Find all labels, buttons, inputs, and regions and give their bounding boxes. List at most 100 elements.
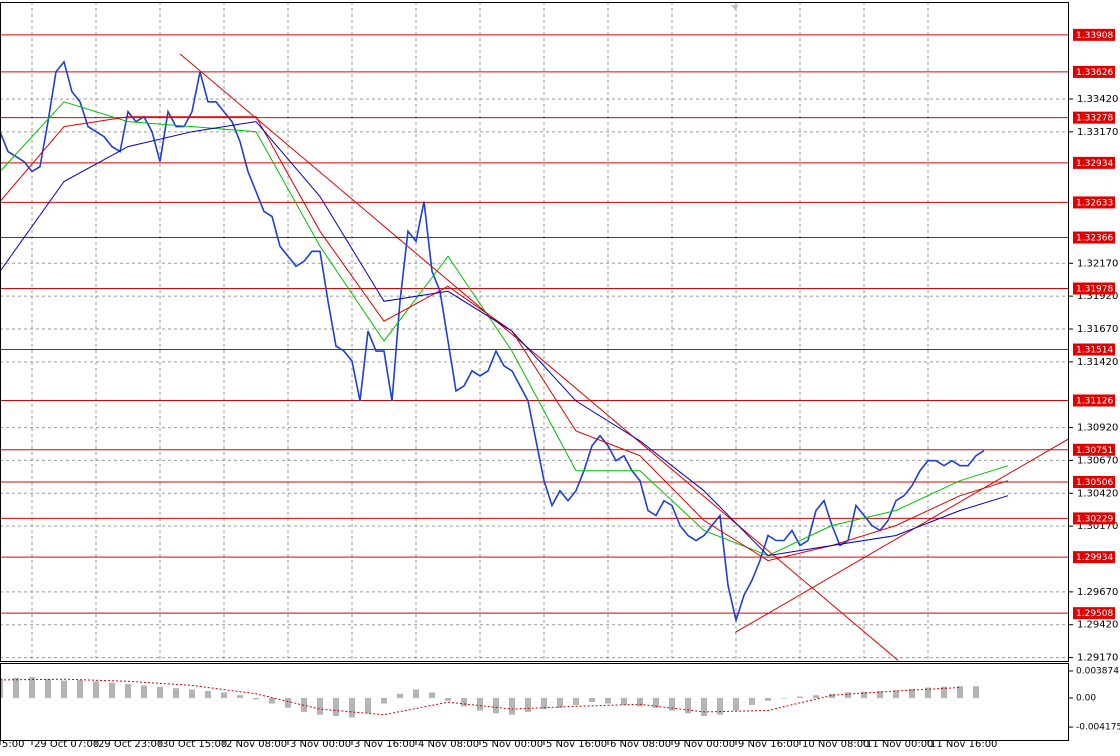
level-label: 1.31126: [1076, 397, 1113, 407]
x-tick-label: 5 Nov 00:00: [482, 739, 543, 750]
level-label-box: [1073, 551, 1115, 564]
histogram-bar: [973, 686, 979, 698]
histogram-bar: [77, 679, 83, 698]
histogram-bar: [701, 697, 707, 717]
y-tick-label: 1.30920: [1077, 423, 1118, 434]
y-tick-label: -0.004175: [1076, 723, 1120, 733]
level-label: 1.32633: [1076, 198, 1113, 208]
signal-line: [0, 678, 961, 716]
y-tick-label: 1.29170: [1077, 653, 1118, 664]
level-label-box: [1073, 475, 1115, 488]
level-label: 1.30229: [1076, 514, 1113, 524]
x-tick-label: 11 Nov 16:00: [930, 739, 997, 750]
histogram-bar: [429, 692, 435, 698]
level-label-box: [1073, 156, 1115, 169]
level-label-box: [1073, 394, 1115, 407]
histogram-bar: [509, 697, 515, 715]
y-tick-label: 1.31420: [1077, 357, 1118, 368]
histogram-bar: [813, 695, 819, 698]
level-label-box: [1073, 231, 1115, 244]
histogram-bar: [477, 697, 483, 711]
histogram-bar: [285, 697, 291, 708]
histogram-bar: [0, 678, 3, 698]
histogram-bar: [221, 692, 227, 698]
histogram-bar: [205, 691, 211, 698]
x-tick-label: 3 Nov 16:00: [354, 739, 415, 750]
y-tick-label: 1.30420: [1077, 488, 1118, 499]
level-label: 1.30506: [1076, 478, 1113, 488]
histogram-bar: [605, 697, 611, 704]
histogram-bar: [125, 684, 131, 698]
axes: 1.33420 1.33170 1.32170 1.31920 1.31670 1.314…: [0, 28, 1120, 750]
histogram-bar: [653, 697, 659, 708]
histogram-bar: [109, 682, 115, 698]
y-tick-label: 1.29420: [1077, 620, 1118, 631]
x-tick-label: 9 Nov 16:00: [738, 739, 799, 750]
y-tick-label: 1.33420: [1077, 94, 1118, 105]
level-label-box: [1073, 196, 1115, 209]
x-tick-label: 3 Nov 00:00: [290, 739, 351, 750]
x-tick-label: 6 Nov 08:00: [610, 739, 671, 750]
x-tick-label: 29 Oct 23:00: [98, 739, 163, 750]
level-label-box: [1073, 65, 1115, 78]
histogram-bar: [829, 693, 835, 698]
y-tick-label: 1.31920: [1077, 291, 1118, 302]
x-tick-label: 30 Oct 15:00: [162, 739, 227, 750]
level-label: 1.29508: [1076, 609, 1113, 619]
histogram-bar: [541, 697, 547, 710]
y-tick-label: 0.003874: [1076, 666, 1119, 676]
level-label: 1.29934: [1076, 553, 1113, 563]
level-label: 1.33908: [1076, 31, 1113, 41]
x-tick-label: 11 Nov 00:00: [866, 739, 933, 750]
level-label: 1.32366: [1076, 234, 1113, 244]
level-label-box: [1073, 443, 1115, 456]
oscillator-pane: [0, 677, 979, 718]
level-label-box: [1073, 111, 1115, 124]
histogram-bar: [157, 686, 163, 698]
histogram-bar: [381, 697, 387, 704]
level-label: 1.31514: [1076, 346, 1113, 356]
y-tick-label: 1.29670: [1077, 587, 1118, 598]
histogram-bar: [141, 685, 147, 698]
level-label-box: [1073, 282, 1115, 295]
histogram-bar: [925, 687, 931, 698]
oscillator-frame: [0, 663, 1069, 741]
histogram-bar: [749, 697, 755, 705]
histogram-bar: [765, 697, 771, 701]
histogram-bar: [333, 697, 339, 717]
histogram-bar: [525, 697, 531, 712]
price-line: [0, 60, 985, 624]
histogram-bar: [61, 680, 67, 698]
histogram-bar: [685, 697, 691, 714]
price-pane: [0, 2, 1068, 661]
histogram-bar: [669, 697, 675, 711]
histogram-bar: [877, 691, 883, 698]
histogram-bar: [941, 686, 947, 698]
histogram-bar: [557, 697, 563, 708]
level-label-box: [1073, 607, 1115, 620]
histogram-bar: [365, 697, 371, 714]
x-tick-label: 2 Nov 08:00: [226, 739, 287, 750]
histogram-bar: [909, 688, 915, 698]
trend-line: [734, 438, 1068, 633]
price-frame: [0, 2, 1069, 662]
x-tick-label: 5 Nov 16:00: [546, 739, 607, 750]
histogram-bar: [589, 697, 595, 703]
histogram-bar: [493, 697, 499, 714]
histogram-bar: [13, 677, 19, 698]
trend-line: [179, 53, 899, 661]
histogram-bar: [717, 697, 723, 715]
level-label-box: [1073, 28, 1115, 41]
histogram-bar: [253, 697, 259, 700]
histogram-bar: [317, 697, 323, 715]
histogram-bar: [173, 688, 179, 698]
level-label: 1.31978: [1076, 285, 1113, 295]
level-label: 1.32934: [1076, 159, 1113, 169]
histogram-bar: [397, 693, 403, 698]
y-tick-label: 0.00: [1076, 693, 1096, 703]
y-tick-label: 1.31670: [1077, 324, 1118, 335]
y-tick-label: 1.33170: [1077, 127, 1118, 138]
histogram-bar: [893, 690, 899, 698]
level-label: 1.33626: [1076, 68, 1113, 78]
